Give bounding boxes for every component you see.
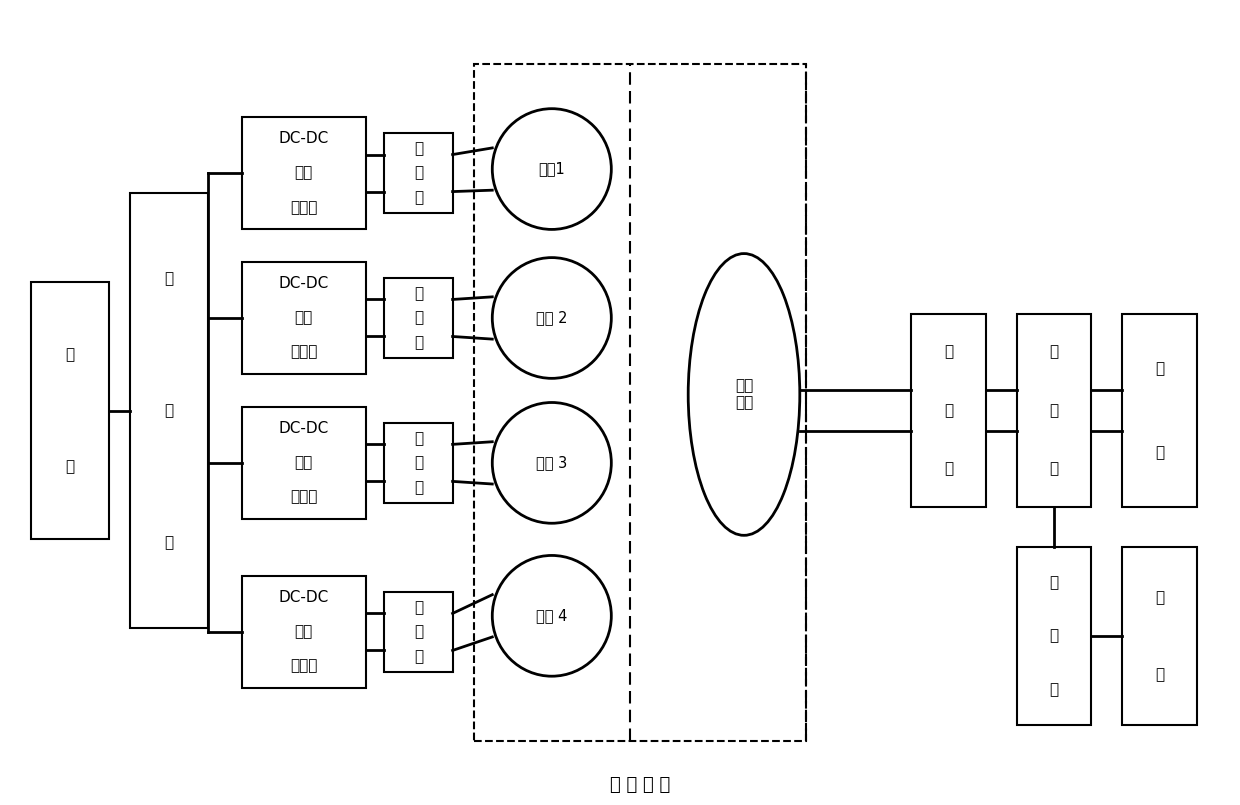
Text: 数字可: 数字可 [290, 345, 317, 360]
Bar [242, 576, 366, 688]
Text: 线圈 4: 线圈 4 [536, 609, 568, 623]
Text: 器: 器 [944, 345, 954, 360]
Text: 逆: 逆 [414, 649, 423, 664]
Text: 载: 载 [1154, 361, 1164, 376]
Text: 片: 片 [165, 403, 174, 418]
Ellipse shape [492, 258, 611, 378]
Bar [384, 592, 453, 672]
Text: 调式: 调式 [295, 456, 312, 470]
Text: 线圈 3: 线圈 3 [536, 456, 568, 470]
Text: 整: 整 [944, 461, 954, 477]
Text: 蓝: 蓝 [1154, 667, 1164, 682]
Text: 变: 变 [414, 166, 423, 180]
Text: 数字可: 数字可 [290, 489, 317, 505]
Text: 调式: 调式 [295, 625, 312, 639]
Bar [1017, 314, 1091, 507]
Text: 调式: 调式 [295, 311, 312, 325]
Text: 功: 功 [1049, 461, 1059, 477]
Text: 计: 计 [1049, 345, 1059, 360]
Text: 单: 单 [165, 535, 174, 550]
Text: 线圈1: 线圈1 [538, 162, 565, 176]
Text: 逆: 逆 [414, 480, 423, 495]
Text: 机: 机 [165, 271, 174, 287]
Bar [384, 423, 453, 503]
Text: 变: 变 [414, 456, 423, 470]
Text: 负: 负 [1154, 445, 1164, 460]
Bar [242, 262, 366, 374]
Bar [1122, 314, 1197, 507]
Text: 片: 片 [1049, 629, 1059, 643]
Text: DC-DC: DC-DC [279, 421, 329, 436]
Text: 器: 器 [414, 286, 423, 301]
Bar [242, 407, 366, 519]
Text: 变: 变 [414, 625, 423, 639]
Text: 变: 变 [414, 311, 423, 325]
Ellipse shape [492, 555, 611, 676]
Text: 数字可: 数字可 [290, 200, 317, 215]
Text: 逆: 逆 [414, 190, 423, 205]
Bar [911, 314, 986, 507]
Bar [242, 117, 366, 229]
Text: 机: 机 [1049, 575, 1059, 590]
Text: 线圈 2: 线圈 2 [536, 311, 568, 325]
Bar [130, 193, 208, 628]
Bar [31, 282, 109, 539]
Bar [1017, 547, 1091, 724]
Text: 牙: 牙 [66, 347, 74, 362]
Bar [474, 64, 806, 741]
Ellipse shape [492, 109, 611, 229]
Text: 牙: 牙 [1154, 590, 1164, 605]
Text: 器: 器 [414, 600, 423, 615]
Text: 数字可: 数字可 [290, 658, 317, 674]
Ellipse shape [492, 402, 611, 523]
Text: 蓝: 蓝 [66, 459, 74, 474]
Text: 调式: 调式 [295, 166, 312, 180]
Text: 流: 流 [944, 403, 954, 418]
Text: 率: 率 [1049, 403, 1059, 418]
Bar [384, 278, 453, 358]
Text: 单: 单 [1049, 682, 1059, 697]
Text: 耦 合 结 构: 耦 合 结 构 [610, 776, 670, 794]
Text: 接收
线圈: 接收 线圈 [735, 378, 753, 411]
Bar [384, 133, 453, 213]
Text: 逆: 逆 [414, 335, 423, 350]
Text: 器: 器 [414, 141, 423, 156]
Bar [1122, 547, 1197, 724]
Ellipse shape [688, 254, 800, 535]
Text: DC-DC: DC-DC [279, 590, 329, 605]
Text: 器: 器 [414, 431, 423, 446]
Text: DC-DC: DC-DC [279, 131, 329, 147]
Text: DC-DC: DC-DC [279, 276, 329, 291]
